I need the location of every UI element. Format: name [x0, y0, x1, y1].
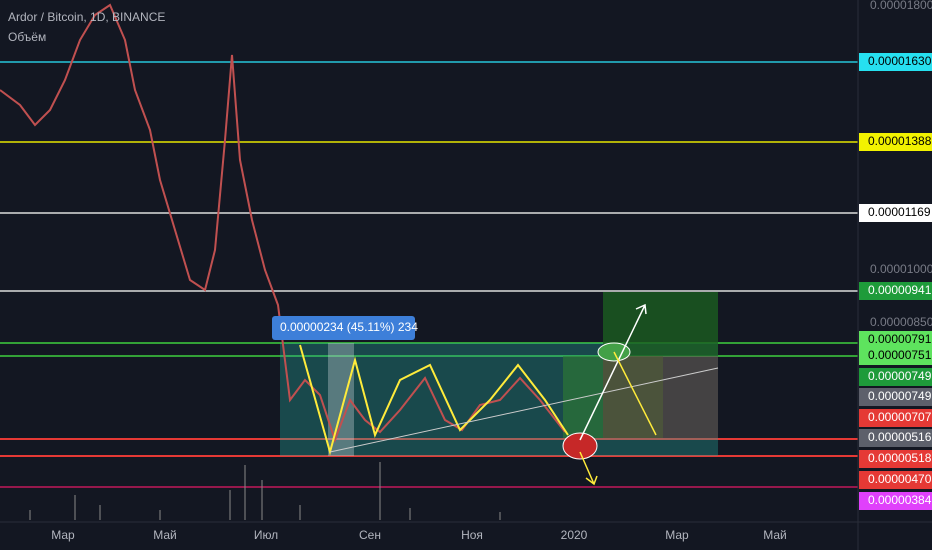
price-tag — [859, 53, 932, 71]
measure-box — [272, 316, 415, 340]
price-path — [0, 3, 566, 443]
time-label: Ноя — [461, 528, 483, 542]
time-label: Сен — [359, 528, 381, 542]
price-tag-label: 0.00001630 — [868, 54, 932, 68]
price-tag-label: 0.00000384 — [868, 493, 932, 507]
price-tag-label: 0.00001169 — [868, 205, 931, 219]
ellipse — [562, 432, 598, 460]
time-label: Июл — [254, 528, 278, 542]
arrows — [579, 303, 657, 486]
price-tag — [859, 409, 932, 427]
trendline — [329, 367, 719, 453]
price-tag — [859, 347, 932, 365]
time-label: Май — [763, 528, 787, 542]
measure-label: 0.00000234 (45.11%) 234 — [280, 320, 418, 334]
price-tags: 0.00001630 0.00001388 0.00001169 0.00000941… — [859, 53, 932, 510]
price-label: 0.00000850 — [870, 315, 932, 329]
levels — [0, 61, 858, 488]
price-tag-label: 0.00000941 — [868, 283, 932, 297]
price-tag-label: 0.00000791 — [868, 332, 932, 346]
price-label: 0.00001800 — [870, 0, 932, 12]
time-label: Май — [153, 528, 177, 542]
price-tag-label: 0.00000470 — [868, 472, 932, 486]
price-tag — [859, 471, 932, 489]
price-tag-label: 0.00000749 — [868, 389, 932, 403]
price-tag — [859, 204, 932, 222]
price-tag — [859, 388, 932, 406]
price-tag-label: 0.00000518 — [868, 451, 932, 465]
price-tag — [859, 282, 932, 300]
price-tag-label: 0.00001388 — [868, 134, 932, 148]
price-axis: 0.00001800 0.00001000 0.00000850 — [870, 0, 932, 329]
price-tag-label: 0.00000749 — [868, 369, 932, 383]
time-label: Мар — [665, 528, 689, 542]
price-tag — [859, 368, 932, 386]
time-axis: Мар Май Июл Сен Ноя 2020 Мар Май — [51, 528, 787, 542]
price-tag — [859, 331, 932, 349]
volume — [29, 462, 501, 520]
long-zone — [563, 356, 663, 438]
price-tag — [859, 450, 932, 468]
stop-zone — [603, 356, 718, 438]
price-tag-label: 0.00000516 — [868, 430, 932, 444]
zigzag — [299, 344, 569, 456]
price-tag — [859, 429, 932, 447]
time-label: 2020 — [561, 528, 588, 542]
price-tag — [859, 133, 932, 151]
price-label: 0.00001000 — [870, 262, 932, 276]
time-label: Мар — [51, 528, 75, 542]
volume-label: Объём — [8, 30, 46, 44]
price-tag-label: 0.00000707 — [868, 410, 932, 424]
chart-title: Ardor / Bitcoin, 1D, BINANCE — [8, 10, 165, 24]
price-tag-label: 0.00000751 — [868, 348, 932, 362]
price-tag — [859, 492, 932, 510]
